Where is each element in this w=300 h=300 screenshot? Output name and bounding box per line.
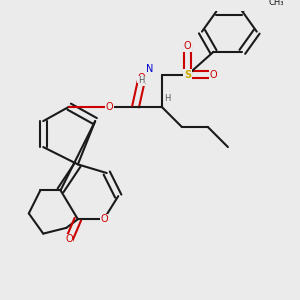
Text: O: O: [65, 234, 73, 244]
Text: O: O: [106, 102, 113, 112]
Text: H: H: [138, 76, 145, 85]
Text: O: O: [100, 214, 108, 224]
Text: H: H: [164, 94, 170, 103]
Text: S: S: [184, 70, 191, 80]
Text: CH₃: CH₃: [268, 0, 284, 7]
Text: O: O: [137, 73, 145, 83]
Text: O: O: [184, 41, 191, 51]
Text: O: O: [210, 70, 217, 80]
Text: N: N: [146, 64, 154, 74]
